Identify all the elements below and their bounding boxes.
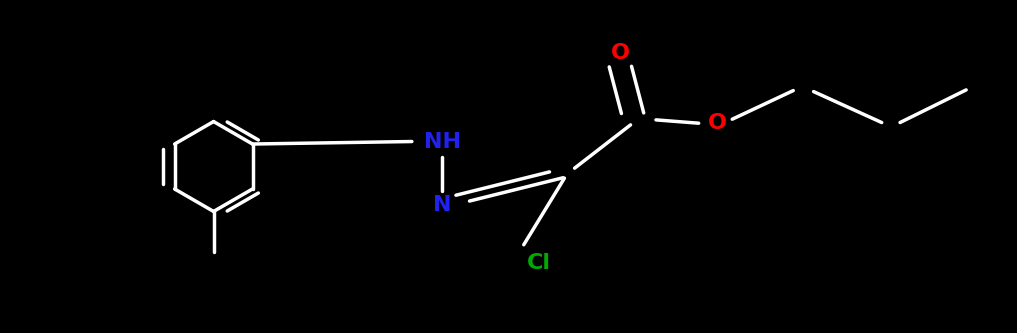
Text: N: N: [433, 195, 452, 215]
Text: O: O: [708, 113, 726, 133]
Text: O: O: [611, 43, 630, 63]
Text: NH: NH: [424, 132, 461, 152]
Text: Cl: Cl: [527, 253, 551, 273]
